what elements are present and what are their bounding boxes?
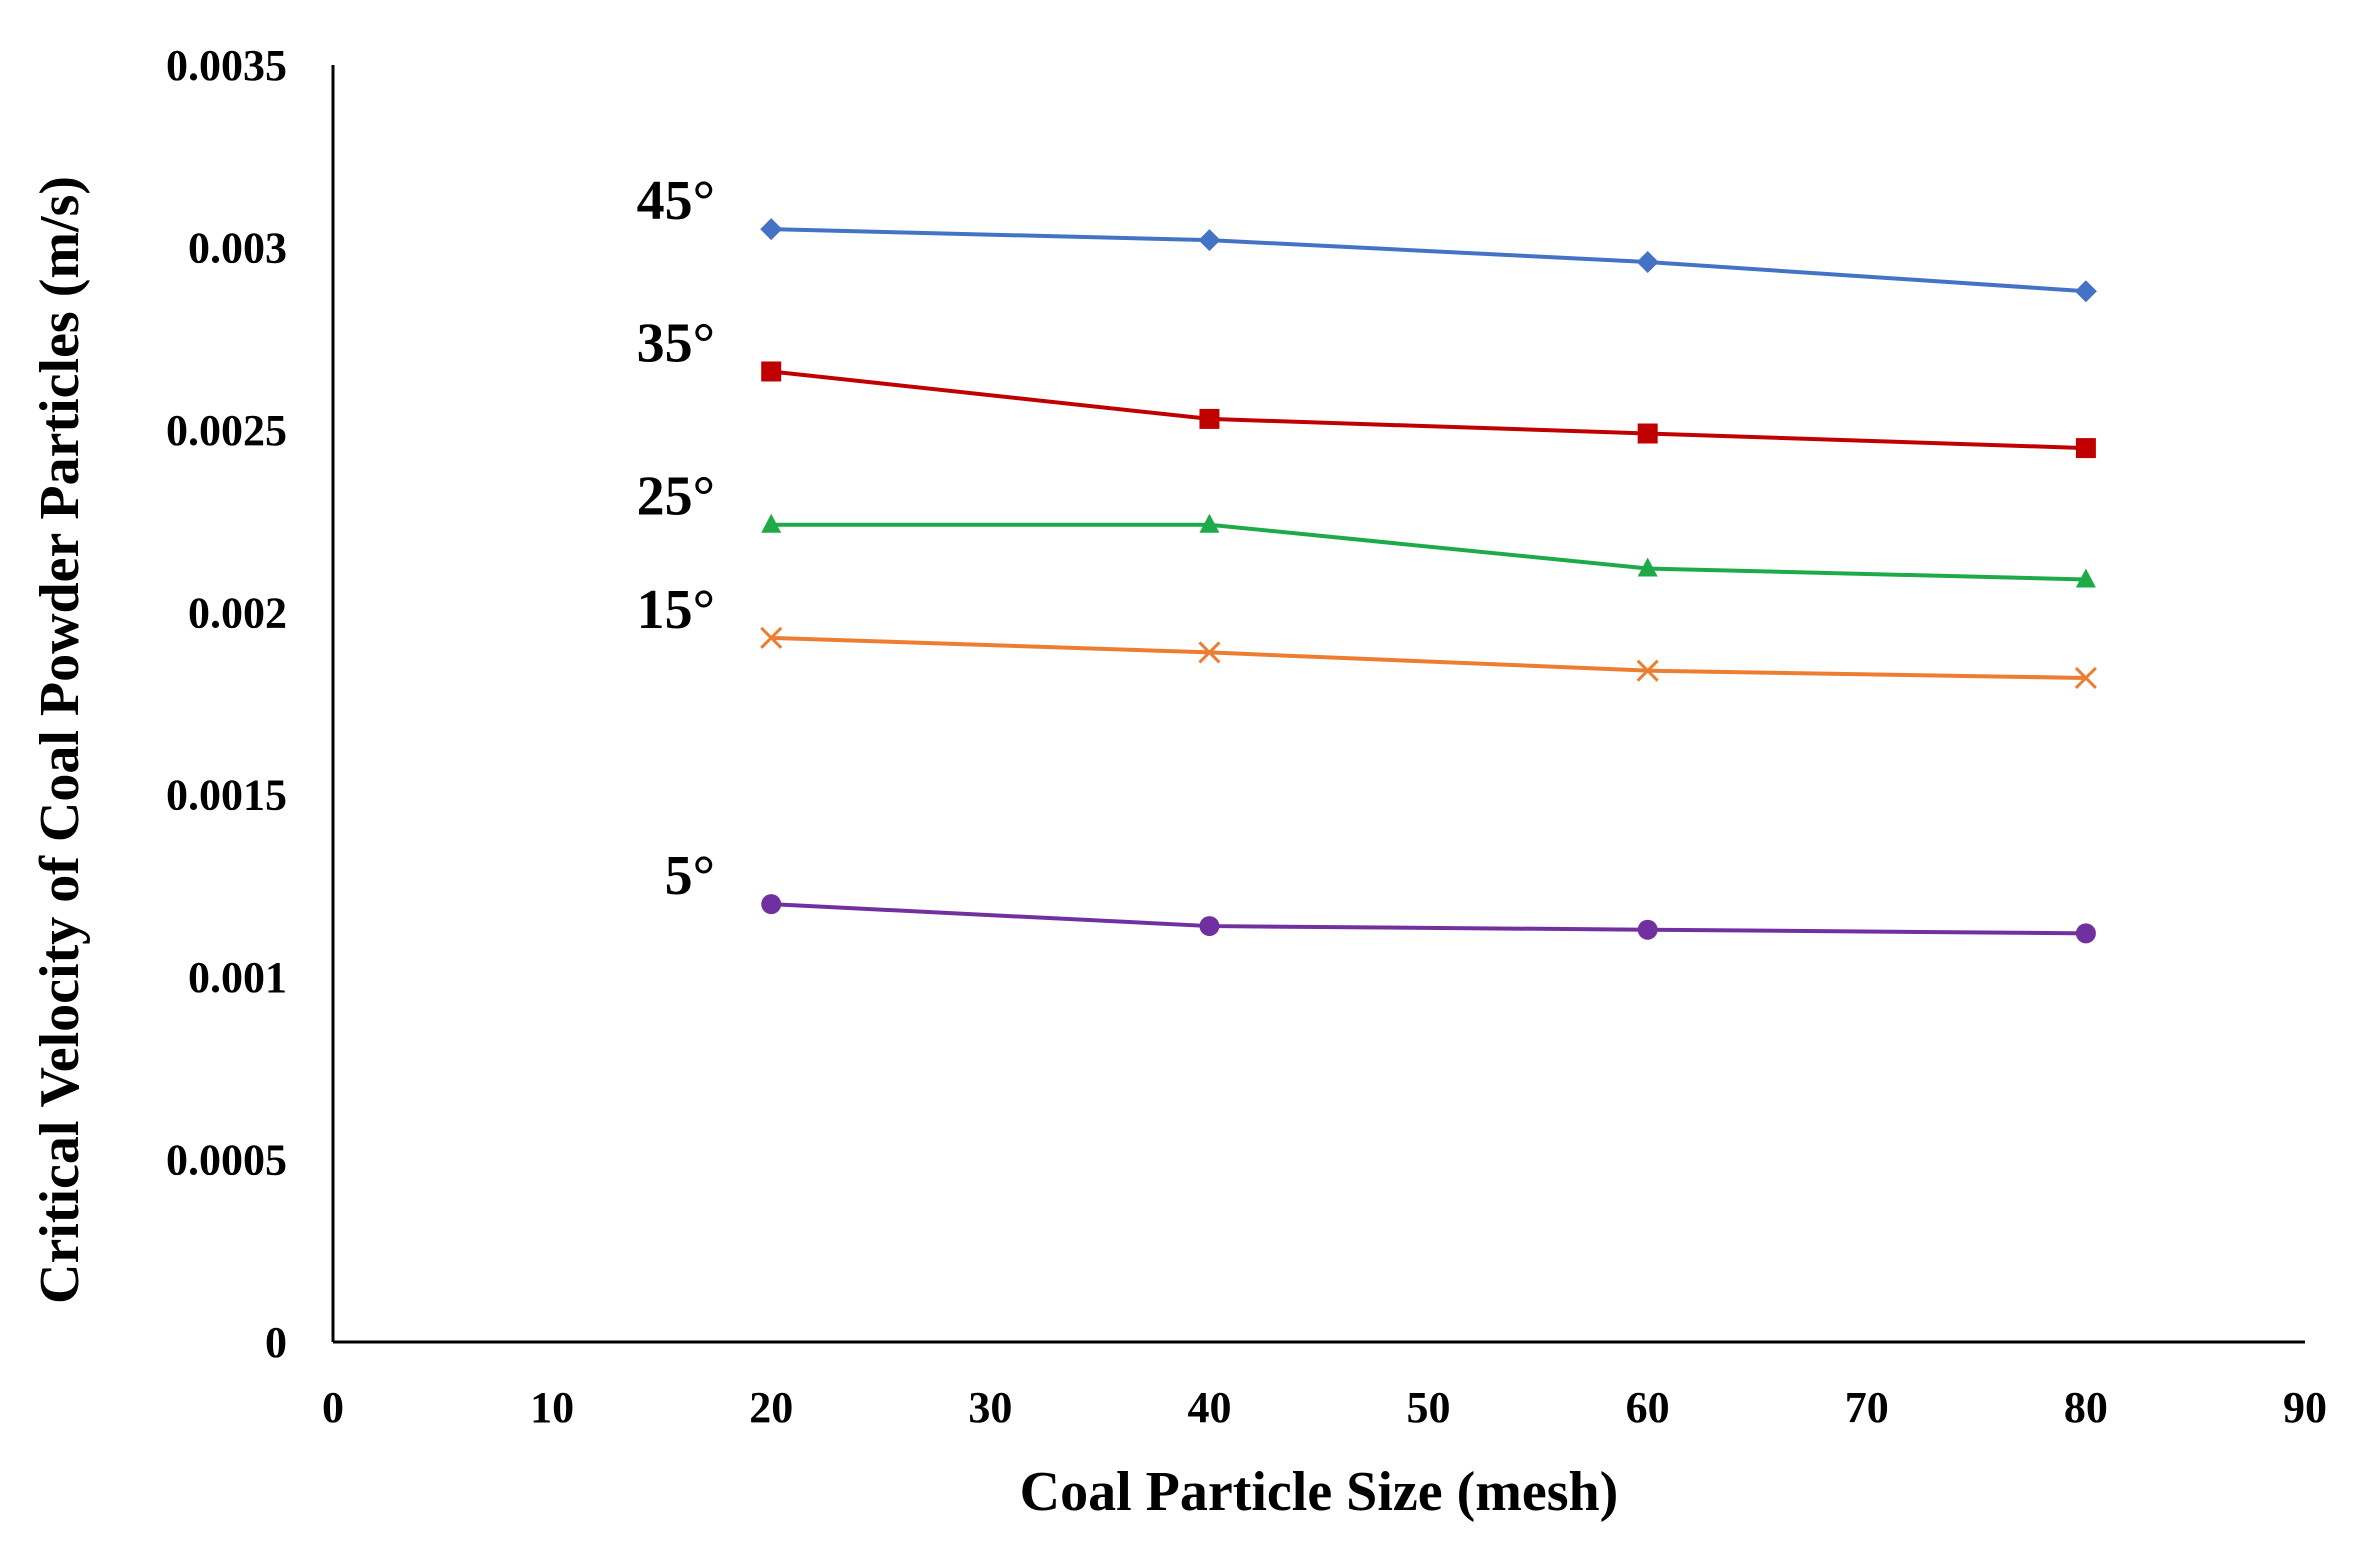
- data-point: [1637, 557, 1658, 577]
- series-line: [771, 227, 2087, 294]
- x-tick-label: 90: [2283, 1383, 2327, 1432]
- data-point: [761, 361, 782, 382]
- y-tick-label: 0.0035: [166, 41, 287, 90]
- x-tick-label: 60: [1626, 1383, 1670, 1432]
- data-point: [1637, 919, 1658, 940]
- series-35-deg: [761, 361, 2096, 459]
- data-point: [761, 894, 782, 915]
- y-tick-label: 0: [265, 1318, 287, 1367]
- series-45-deg: [760, 218, 2097, 303]
- data-point: [2074, 280, 2097, 303]
- series-5-deg: [761, 894, 2096, 944]
- series-line: [771, 635, 2086, 680]
- x-tick-label: 0: [322, 1383, 344, 1432]
- series-group: [760, 218, 2097, 944]
- series-line: [771, 902, 2086, 936]
- series-label-45-deg: 45°: [637, 170, 715, 232]
- y-axis-title: Critical Velocity of Coal Powder Particl…: [29, 176, 91, 1304]
- y-tick-label: 0.002: [188, 588, 287, 637]
- y-tick-labels: 0 0.0005 0.001 0.0015 0.002 0.0025 0.003 0.0035: [166, 41, 287, 1367]
- x-tick-label: 70: [1845, 1383, 1889, 1432]
- series-label-25-deg: 25°: [637, 466, 715, 528]
- data-point: [760, 218, 783, 241]
- x-tick-label: 30: [968, 1383, 1012, 1432]
- series-25-deg: [761, 513, 2096, 588]
- data-point: [761, 513, 782, 533]
- series-labels: 45° 35° 25° 15° 5°: [637, 170, 715, 907]
- data-point: [1199, 916, 1220, 937]
- axes: [331, 65, 2305, 1344]
- x-tick-label: 10: [530, 1383, 574, 1432]
- y-tick-label: 0.0005: [166, 1136, 287, 1185]
- data-point: [2075, 568, 2096, 588]
- x-tick-label: 80: [2064, 1383, 2108, 1432]
- y-tick-label: 0.001: [188, 953, 287, 1002]
- x-tick-label: 40: [1187, 1383, 1231, 1432]
- data-point: [1199, 408, 1220, 429]
- data-point: [1198, 641, 1221, 664]
- x-axis-title: Coal Particle Size (mesh): [1020, 1461, 1619, 1523]
- data-point: [760, 626, 783, 649]
- x-tick-label: 50: [1407, 1383, 1451, 1432]
- data-point: [1198, 229, 1221, 252]
- series-label-5-deg: 5°: [665, 845, 715, 907]
- data-point: [1636, 659, 1659, 682]
- x-tick-label: 20: [749, 1383, 793, 1432]
- series-15-deg: [760, 626, 2097, 690]
- data-point: [2075, 438, 2096, 459]
- y-tick-label: 0.003: [188, 223, 287, 272]
- series-label-15-deg: 15°: [637, 579, 715, 641]
- series-line: [771, 369, 2086, 451]
- y-tick-label: 0.0025: [166, 406, 287, 455]
- data-point: [2075, 923, 2096, 944]
- data-point: [2074, 666, 2097, 690]
- data-point: [1199, 513, 1220, 533]
- data-point: [1636, 251, 1659, 274]
- series-line: [771, 522, 2086, 582]
- series-label-35-deg: 35°: [637, 312, 715, 374]
- y-tick-label: 0.0015: [166, 771, 287, 820]
- x-tick-labels: 0 10 20 30 40 50 60 70 80 90: [322, 1383, 2327, 1432]
- data-point: [1637, 423, 1658, 444]
